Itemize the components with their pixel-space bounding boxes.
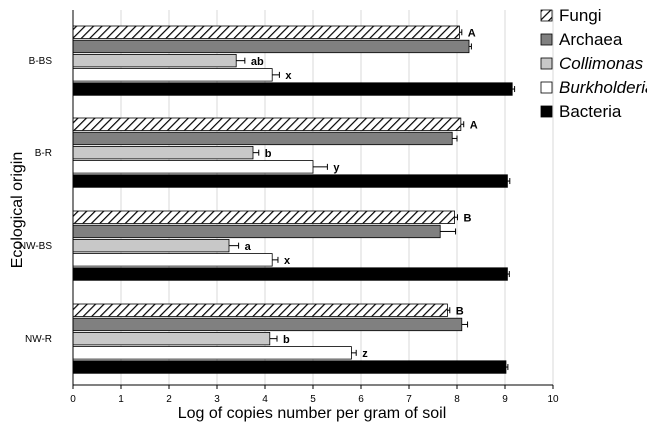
legend: Fungi Archaea Collimonas Burkholderia Bacter… <box>540 6 647 121</box>
category-label: NW-R <box>25 334 52 345</box>
bar <box>72 331 271 346</box>
significance-label: a <box>245 241 252 253</box>
bar <box>72 145 254 160</box>
legend-swatch <box>540 81 553 94</box>
bar <box>72 25 460 39</box>
x-tick-label: 8 <box>454 394 460 405</box>
bar <box>72 303 448 317</box>
significance-label: b <box>265 148 272 160</box>
axes: 0 1 2 3 4 5 6 7 8 9 10 B-BS B-R NW-BS NW-R <box>19 10 559 405</box>
significance-label: A <box>470 120 478 132</box>
x-tick-label: 1 <box>118 394 124 405</box>
significance-label: z <box>362 348 368 360</box>
bar <box>72 360 507 374</box>
significance-label: b <box>283 334 290 346</box>
bar <box>72 253 273 267</box>
bar <box>72 131 453 146</box>
x-tick-label: 5 <box>310 394 316 405</box>
bar <box>72 160 314 174</box>
x-tick-label: 3 <box>214 394 220 405</box>
bar <box>72 210 456 224</box>
bar <box>72 224 441 239</box>
significance-label: A <box>468 28 476 40</box>
significance-label: y <box>333 162 340 174</box>
bar <box>72 54 237 68</box>
category-label: B-R <box>35 148 52 159</box>
significance-label: B <box>463 213 471 225</box>
bar <box>72 317 463 332</box>
bar <box>72 117 462 131</box>
y-axis-title: Ecological origin <box>9 152 26 269</box>
legend-label: Collimonas <box>559 54 644 73</box>
significance-label: x <box>285 70 292 82</box>
x-tick-label: 4 <box>262 394 268 405</box>
x-tick-label: 6 <box>358 394 364 405</box>
category-label: B-BS <box>29 56 53 67</box>
legend-label: Burkholderia <box>559 78 647 97</box>
x-axis-title: Log of copies number per gram of soil <box>178 405 447 422</box>
legend-label: Fungi <box>559 6 602 25</box>
bar <box>72 346 352 360</box>
bar <box>72 238 230 253</box>
bars: Aab x Ab y Ba x Bb z <box>72 25 516 374</box>
bar <box>72 39 470 54</box>
significance-label: B <box>456 306 464 318</box>
legend-swatch <box>540 33 553 46</box>
legend-label: Bacteria <box>559 102 622 121</box>
x-tick-label: 9 <box>502 394 508 405</box>
legend-swatch <box>540 57 553 70</box>
category-label: NW-BS <box>19 241 52 252</box>
x-tick-label: 2 <box>166 394 172 405</box>
bar <box>72 68 273 82</box>
x-tick-label: 7 <box>406 394 412 405</box>
x-tick-label: 0 <box>70 394 76 405</box>
significance-label: x <box>284 255 291 267</box>
bar <box>72 174 508 188</box>
legend-swatch <box>540 9 553 22</box>
significance-label: ab <box>251 56 264 68</box>
bar <box>72 267 508 281</box>
legend-swatch <box>540 105 553 118</box>
bar <box>72 82 513 96</box>
legend-label: Archaea <box>559 30 623 49</box>
x-tick-label: 10 <box>547 394 559 405</box>
